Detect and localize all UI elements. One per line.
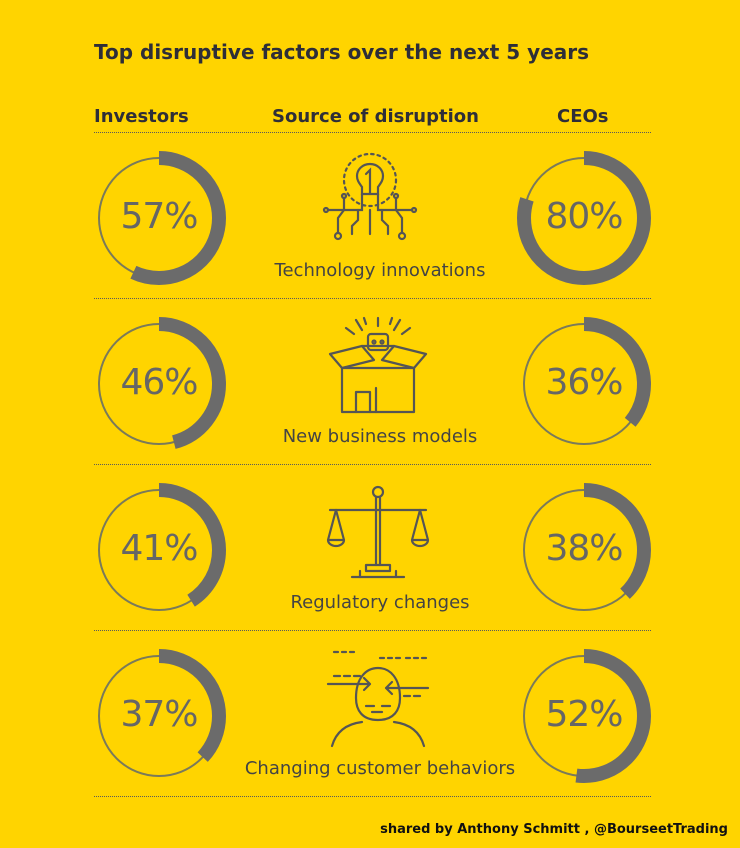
header-ceos: CEOs [557, 106, 609, 127]
credit-text: shared by Anthony Schmitt , @BourseetTra… [380, 822, 728, 837]
lightbulb-circuit-icon [322, 152, 418, 241]
ring-arc-investors-3 [92, 483, 226, 617]
ceos-value-1: 80% [545, 196, 623, 237]
box-ideas-icon [328, 316, 428, 414]
divider-row-2 [94, 464, 651, 465]
divider-row-3 [94, 630, 651, 631]
divider-row-1 [94, 298, 651, 299]
divider-header [94, 132, 651, 133]
ring-arc-investors-4 [92, 649, 226, 783]
chart-title: Top disruptive factors over the next 5 y… [94, 40, 590, 64]
ring-arc-investors-2 [92, 317, 226, 451]
head-arrows-icon [326, 650, 430, 748]
ring-arc-investors-1 [92, 151, 226, 285]
investors-value-2: 46% [120, 362, 198, 403]
ring-arc-ceos-3 [517, 483, 651, 617]
category-label-1: Technology innovations [274, 260, 486, 281]
ceos-value-4: 52% [545, 694, 623, 735]
investors-value-4: 37% [120, 694, 198, 735]
ring-arc-ceos-1 [517, 151, 651, 285]
investors-value-3: 41% [120, 528, 198, 569]
ceos-value-3: 38% [545, 528, 623, 569]
category-label-4: Changing customer behaviors [244, 758, 516, 779]
category-label-2: New business models [282, 426, 478, 447]
ceos-value-2: 36% [545, 362, 623, 403]
balance-scale-icon [326, 485, 430, 579]
category-label-3: Regulatory changes [290, 592, 470, 613]
divider-row-4 [94, 796, 651, 797]
header-source: Source of disruption [272, 106, 479, 127]
header-investors: Investors [94, 106, 189, 127]
ring-arc-ceos-4 [517, 649, 651, 783]
ring-arc-ceos-2 [517, 317, 651, 451]
investors-value-1: 57% [120, 196, 198, 237]
